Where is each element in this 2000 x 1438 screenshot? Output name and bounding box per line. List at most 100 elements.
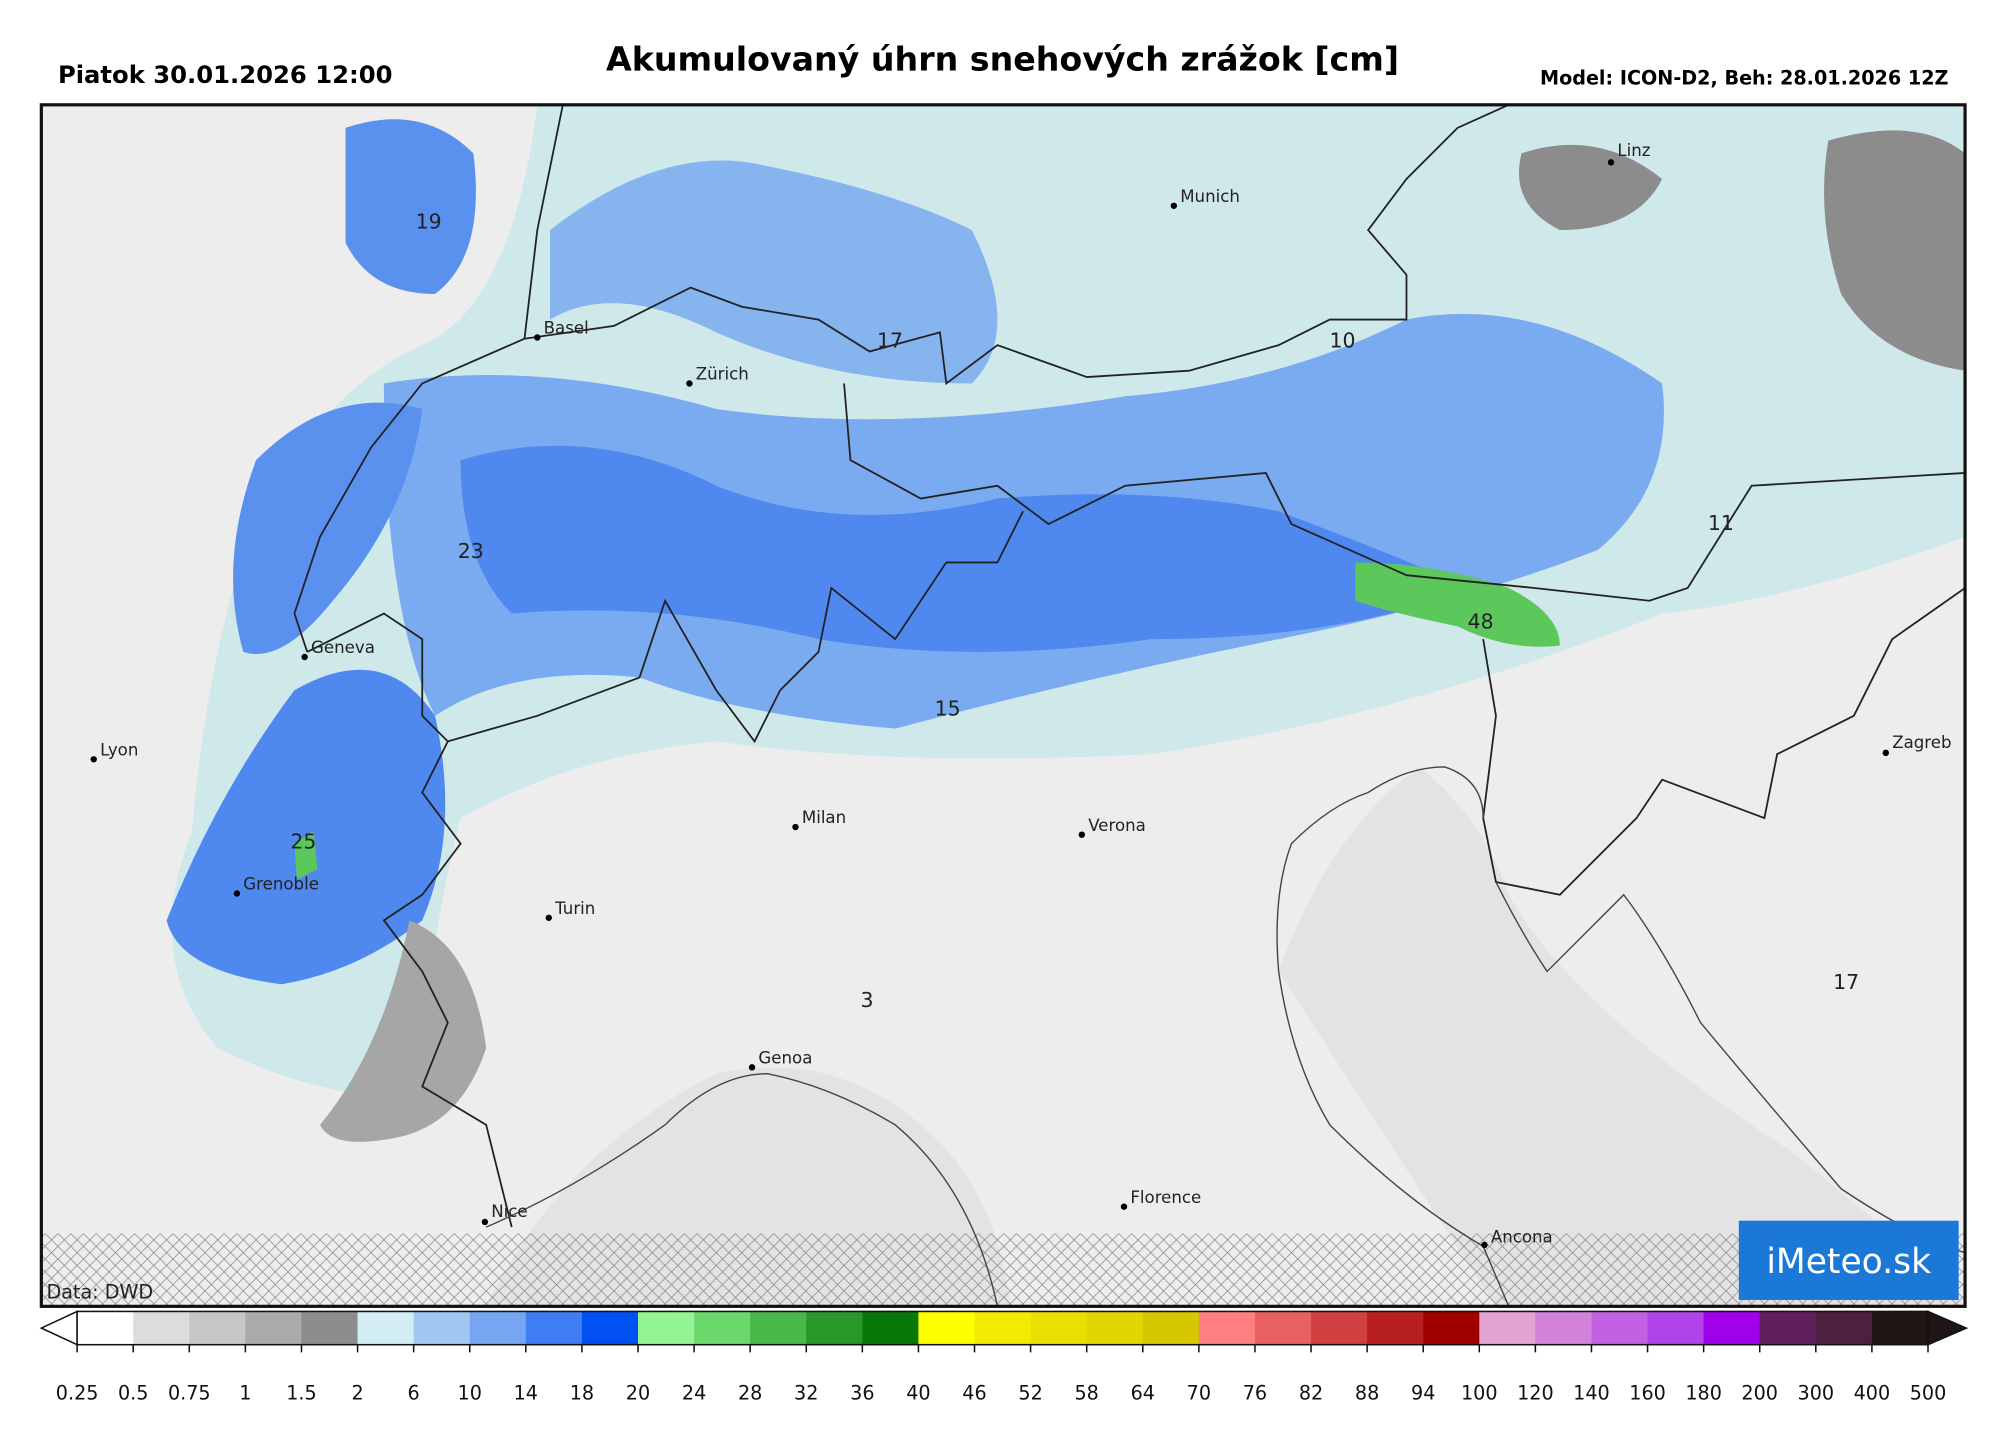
colorbar-swatch	[189, 1311, 247, 1345]
city-dot	[90, 756, 97, 763]
colorbar-swatch	[1423, 1311, 1480, 1345]
colorbar-swatch	[694, 1311, 751, 1345]
city-label: Grenoble	[243, 875, 319, 894]
city-label: Zürich	[696, 365, 749, 384]
colorbar-tick-label: 70	[1187, 1382, 1211, 1405]
colorbar-tick-label: 0.5	[118, 1382, 148, 1405]
colorbar-tick-label: 6	[408, 1382, 420, 1405]
colorbar-swatch	[525, 1311, 583, 1345]
colorbar-tick-label: 140	[1573, 1382, 1610, 1405]
colorbar-swatch	[1815, 1311, 1873, 1345]
city-dot	[534, 334, 541, 341]
max-value: 23	[458, 539, 484, 563]
colorbar-tick-label: 200	[1741, 1382, 1778, 1405]
colorbar-tick-label: 58	[1074, 1382, 1098, 1405]
city-dot	[748, 1064, 756, 1071]
colorbar-tick-label: 20	[626, 1382, 650, 1405]
colorbar-swatch	[357, 1311, 415, 1345]
max-value: 25	[290, 829, 316, 853]
colorbar-swatch	[1703, 1311, 1761, 1345]
colorbar-swatch	[1871, 1311, 1929, 1345]
colorbar-tick-label: 32	[794, 1382, 818, 1405]
colorbar-swatch	[1030, 1311, 1088, 1345]
colorbar-tick-label: 100	[1461, 1382, 1498, 1405]
colorbar-swatch	[413, 1311, 471, 1345]
max-value: 19	[416, 209, 442, 233]
city-label: Verona	[1088, 816, 1146, 835]
colorbar-tick-label: 36	[850, 1382, 874, 1405]
city-dot	[686, 380, 693, 387]
city-label: Basel	[544, 319, 589, 338]
map	[41, 104, 1966, 1307]
city-dot	[1120, 1203, 1128, 1210]
city-label: Nice	[491, 1202, 527, 1221]
city-dot	[1170, 202, 1178, 209]
colorbar-swatch	[1759, 1311, 1817, 1345]
max-value: 15	[935, 696, 961, 720]
colorbar-tick-label: 24	[682, 1382, 706, 1405]
colorbar-swatch	[245, 1311, 303, 1345]
colorbar-swatch	[1311, 1311, 1368, 1345]
colorbar-tick-label: 64	[1131, 1382, 1155, 1405]
colorbar-swatch	[1254, 1311, 1312, 1345]
colorbar-tick-label: 28	[738, 1382, 762, 1405]
colorbar-tick-label: 1	[239, 1382, 251, 1405]
cities: Linz Munich Basel Zürich Geneva Lyon Gre…	[90, 141, 1952, 1249]
city-dot	[545, 914, 552, 921]
colorbar-swatch	[862, 1311, 920, 1345]
colorbar-swatch	[1535, 1311, 1593, 1345]
city-dot	[301, 653, 308, 661]
title: Akumulovaný úhrn snehových zrážok [cm]	[606, 39, 1399, 78]
colorbar-tick-label: 0.25	[56, 1382, 99, 1405]
city-dot	[1607, 159, 1615, 166]
colorbar-swatch	[1591, 1311, 1649, 1345]
max-value: 11	[1708, 511, 1734, 535]
colorbar-swatch	[1367, 1311, 1424, 1345]
colorbar-tick-label: 10	[458, 1382, 482, 1405]
colorbar-swatch	[918, 1311, 976, 1345]
colorbar-tick-label: 14	[514, 1382, 538, 1405]
colorbar-tick-label: 18	[570, 1382, 594, 1405]
colorbar-tick-label: 120	[1517, 1382, 1554, 1405]
city-dot	[1078, 831, 1086, 838]
colorbar-tick-label: 300	[1798, 1382, 1835, 1405]
colorbar: 0.25 0.5 0.75 1 1.5 2 6 10 14 18 20 24 28 32 36 40 46 52 5…	[39, 1310, 1969, 1405]
colorbar-tick-label: 2	[351, 1382, 363, 1405]
city-label: Geneva	[311, 638, 375, 657]
city-label: Turin	[554, 899, 595, 918]
logo: iMeteo.sk	[1766, 1242, 1931, 1282]
city-dot	[792, 823, 799, 831]
colorbar-tick-label: 88	[1355, 1382, 1379, 1405]
max-value: 48	[1468, 609, 1494, 633]
colorbar-swatch	[1142, 1311, 1200, 1345]
colorbar-tick-label: 180	[1685, 1382, 1722, 1405]
data-source: Data: DWD	[46, 1281, 153, 1304]
city-label: Zagreb	[1892, 733, 1951, 752]
colorbar-swatch	[77, 1311, 134, 1345]
colorbar-swatch	[750, 1311, 807, 1345]
colorbar-tick-label: 400	[1854, 1382, 1891, 1405]
colorbar-tick-label: 1.5	[286, 1382, 316, 1405]
colorbar-swatch	[974, 1311, 1032, 1345]
model: Model: ICON-D2, Beh: 28.01.2026 12Z	[1540, 66, 1949, 89]
city-label: Lyon	[100, 740, 138, 759]
colorbar-swatch	[581, 1311, 639, 1345]
colorbar-tick-label: 52	[1018, 1382, 1042, 1405]
colorbar-tick-label: 94	[1411, 1382, 1435, 1405]
date: Piatok 30.01.2026 12:00	[58, 60, 393, 89]
colorbar-tick-label: 0.75	[168, 1382, 211, 1405]
max-value: 3	[861, 988, 874, 1012]
colorbar-outline	[76, 1310, 1929, 1346]
colorbar-tick-label: 160	[1629, 1382, 1666, 1405]
colorbar-swatch	[1086, 1311, 1144, 1345]
colorbar-tick-label: 82	[1299, 1382, 1323, 1405]
city-dot	[233, 890, 241, 897]
max-value: 10	[1330, 328, 1356, 352]
city-label: Genoa	[758, 1048, 812, 1067]
colorbar-tick-label: 500	[1910, 1382, 1947, 1405]
max-values: 19 17 10 11 23 48 15 25 3 17	[290, 209, 1859, 1011]
max-value: 17	[877, 328, 903, 352]
colorbar-swatch	[1647, 1311, 1705, 1345]
city-label: Florence	[1130, 1188, 1201, 1207]
